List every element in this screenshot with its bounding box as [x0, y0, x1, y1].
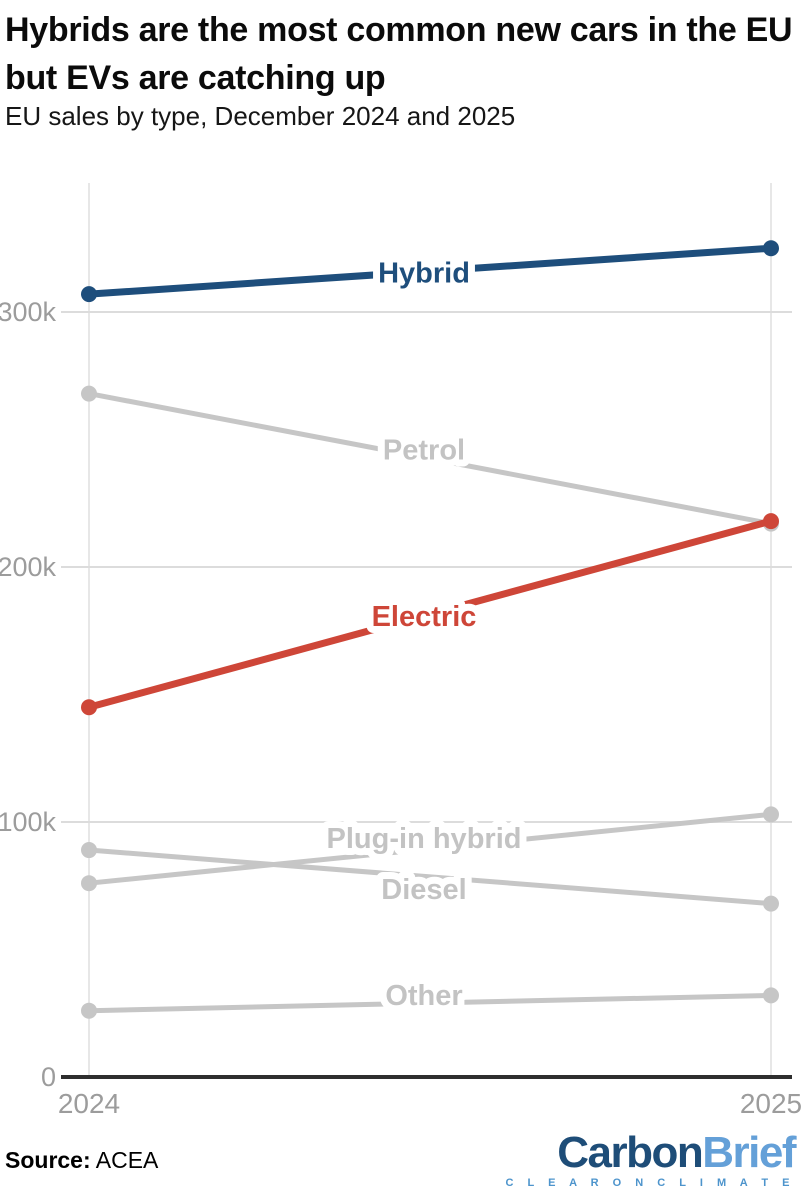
- carbonbrief-logo: CarbonBrief C L E A R O N C L I M A T E: [505, 1128, 797, 1189]
- point-electric-2025: [763, 513, 779, 530]
- point-electric-2024: [81, 699, 97, 716]
- line-electric: [88, 517, 772, 711]
- source-value: ACEA: [95, 1147, 159, 1173]
- x-tick-label-2025: 2025: [740, 1088, 802, 1119]
- line-hybrid: [88, 244, 772, 298]
- point-petrol-2024: [81, 385, 97, 402]
- point-hybrid-2025: [763, 240, 779, 257]
- point-hybrid-2024: [81, 286, 97, 303]
- point-plug-in-hybrid-2024: [81, 875, 97, 892]
- series-label-hybrid: Hybrid: [378, 257, 470, 289]
- x-tick-label-2024: 2024: [58, 1088, 120, 1119]
- carbonbrief-wordmark: CarbonBrief: [506, 1128, 796, 1177]
- y-tick-label-100k: 100k: [0, 807, 56, 837]
- y-tick-label-200k: 200k: [0, 552, 56, 582]
- source-label: Source:: [5, 1147, 91, 1173]
- y-tick-label-300k: 300k: [0, 297, 56, 327]
- source-note: Source: ACEA: [5, 1147, 158, 1174]
- line-petrol: [88, 391, 772, 527]
- series-label-electric: Electric: [372, 601, 477, 633]
- series-label-diesel: Diesel: [381, 874, 466, 906]
- logo-brief-text: Brief: [702, 1128, 796, 1177]
- line-plug-in-hybrid: [88, 811, 772, 886]
- series-label-petrol: Petrol: [383, 435, 465, 467]
- line-diesel: [88, 847, 772, 907]
- y-tick-label-0: 0: [41, 1062, 56, 1092]
- point-other-2025: [763, 987, 779, 1004]
- logo-carbon-text: Carbon: [557, 1128, 704, 1177]
- series-label-plug-in-hybrid: Plug-in hybrid: [327, 823, 522, 855]
- logo-tagline: C L E A R O N C L I M A T E: [505, 1177, 795, 1189]
- point-diesel-2025: [763, 895, 779, 912]
- point-plug-in-hybrid-2025: [763, 806, 779, 823]
- series-label-other: Other: [385, 980, 462, 1012]
- chart-title: Hybrids are the most common new cars in …: [5, 11, 793, 97]
- line-other: [88, 992, 772, 1014]
- point-diesel-2024: [81, 842, 97, 859]
- chart-subtitle: EU sales by type, December 2024 and 2025: [5, 101, 516, 131]
- point-other-2024: [81, 1002, 97, 1019]
